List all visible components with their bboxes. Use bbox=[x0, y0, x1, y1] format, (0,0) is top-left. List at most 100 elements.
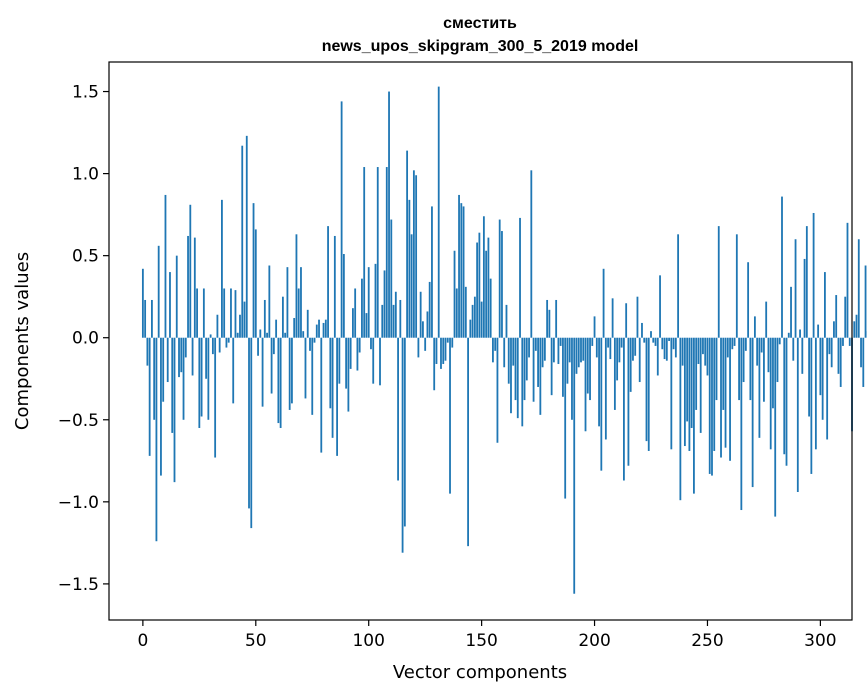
x-axis-ticks: 0 50 100 150 200 250 300 bbox=[137, 620, 837, 651]
bar-305 bbox=[830, 337, 833, 368]
bar-139 bbox=[455, 288, 458, 338]
bar-10 bbox=[164, 194, 167, 338]
bar-80 bbox=[322, 322, 325, 338]
bar-146 bbox=[471, 304, 474, 338]
bar-74 bbox=[309, 337, 311, 351]
bar-41 bbox=[234, 290, 237, 338]
bar-56 bbox=[268, 265, 271, 338]
bar-141 bbox=[460, 203, 463, 338]
bar-85 bbox=[333, 235, 336, 338]
bar-151 bbox=[482, 216, 485, 338]
bar-100 bbox=[367, 267, 370, 338]
bar-301 bbox=[821, 337, 824, 420]
bar-244 bbox=[693, 337, 695, 494]
bar-252 bbox=[711, 337, 713, 476]
bar-28 bbox=[205, 337, 208, 379]
bar-117 bbox=[406, 150, 409, 338]
bar-19 bbox=[184, 337, 187, 358]
bar-38 bbox=[227, 337, 230, 343]
bar-2 bbox=[146, 337, 149, 366]
y-tick-label: 0.0 bbox=[72, 329, 99, 349]
bar-211 bbox=[618, 337, 621, 363]
bar-36 bbox=[223, 288, 226, 338]
bar-155 bbox=[492, 337, 494, 363]
bar-261 bbox=[731, 337, 734, 350]
bar-53 bbox=[261, 337, 264, 407]
bar-123 bbox=[419, 291, 422, 338]
bar-290 bbox=[796, 337, 799, 492]
bar-32 bbox=[214, 337, 217, 458]
bar-165 bbox=[514, 337, 517, 401]
bar-153 bbox=[487, 237, 490, 338]
bar-98 bbox=[363, 167, 366, 338]
bar-180 bbox=[548, 309, 551, 338]
bar-259 bbox=[726, 337, 729, 358]
x-tick-label: 0 bbox=[137, 631, 148, 651]
bar-258 bbox=[724, 337, 727, 448]
bar-160 bbox=[503, 337, 506, 368]
bar-101 bbox=[370, 337, 372, 350]
bar-133 bbox=[442, 337, 445, 364]
bar-176 bbox=[539, 337, 542, 415]
bar-0 bbox=[141, 268, 144, 338]
bar-291 bbox=[799, 329, 801, 338]
y-tick-label: 1.0 bbox=[72, 165, 99, 185]
bar-113 bbox=[397, 337, 399, 481]
bar-51 bbox=[257, 337, 259, 356]
bar-89 bbox=[342, 254, 345, 338]
bar-253 bbox=[713, 337, 716, 451]
bar-236 bbox=[674, 337, 677, 358]
bar-220 bbox=[638, 337, 641, 383]
x-tick-label: 50 bbox=[245, 631, 267, 651]
bar-21 bbox=[189, 204, 192, 338]
bar-195 bbox=[582, 337, 585, 361]
bar-227 bbox=[654, 337, 657, 346]
bar-221 bbox=[641, 322, 643, 338]
bar-119 bbox=[410, 234, 413, 338]
bar-26 bbox=[200, 337, 203, 417]
bar-237 bbox=[677, 234, 680, 338]
bar-61 bbox=[279, 337, 282, 428]
bar-72 bbox=[304, 337, 307, 399]
bar-185 bbox=[559, 337, 562, 346]
bar-77 bbox=[315, 324, 318, 338]
bar-186 bbox=[562, 337, 564, 397]
bar-91 bbox=[347, 337, 350, 412]
bar-43 bbox=[239, 314, 241, 338]
bar-124 bbox=[422, 321, 424, 338]
bar-83 bbox=[329, 337, 332, 409]
bar-118 bbox=[408, 199, 411, 338]
bar-37 bbox=[225, 337, 228, 348]
bar-300 bbox=[819, 337, 822, 396]
bar-63 bbox=[284, 332, 287, 338]
bar-281 bbox=[776, 337, 779, 383]
bar-278 bbox=[769, 337, 772, 450]
bar-158 bbox=[498, 219, 501, 338]
bar-206 bbox=[607, 337, 609, 348]
bar-64 bbox=[286, 267, 289, 338]
bar-175 bbox=[537, 337, 539, 387]
bar-120 bbox=[412, 170, 415, 338]
bar-78 bbox=[318, 319, 320, 338]
bar-229 bbox=[659, 275, 661, 338]
bar-62 bbox=[281, 296, 284, 338]
bar-299 bbox=[817, 324, 820, 338]
bar-192 bbox=[575, 337, 578, 374]
chart-title-line2: news_upos_skipgram_300_5_2019 model bbox=[322, 38, 639, 55]
bar-22 bbox=[191, 337, 194, 376]
bar-183 bbox=[555, 299, 558, 338]
bar-282 bbox=[778, 337, 781, 345]
bar-52 bbox=[259, 329, 262, 338]
bar-230 bbox=[661, 337, 664, 350]
bar-23 bbox=[193, 237, 196, 338]
bar-135 bbox=[446, 337, 449, 343]
bar-172 bbox=[530, 170, 533, 338]
bar-16 bbox=[178, 337, 180, 378]
bar-255 bbox=[717, 226, 720, 338]
bar-114 bbox=[399, 299, 402, 338]
bar-257 bbox=[722, 337, 725, 410]
bar-6 bbox=[155, 337, 158, 542]
bar-319 bbox=[862, 337, 865, 387]
bar-5 bbox=[153, 337, 156, 420]
bar-270 bbox=[751, 337, 754, 488]
